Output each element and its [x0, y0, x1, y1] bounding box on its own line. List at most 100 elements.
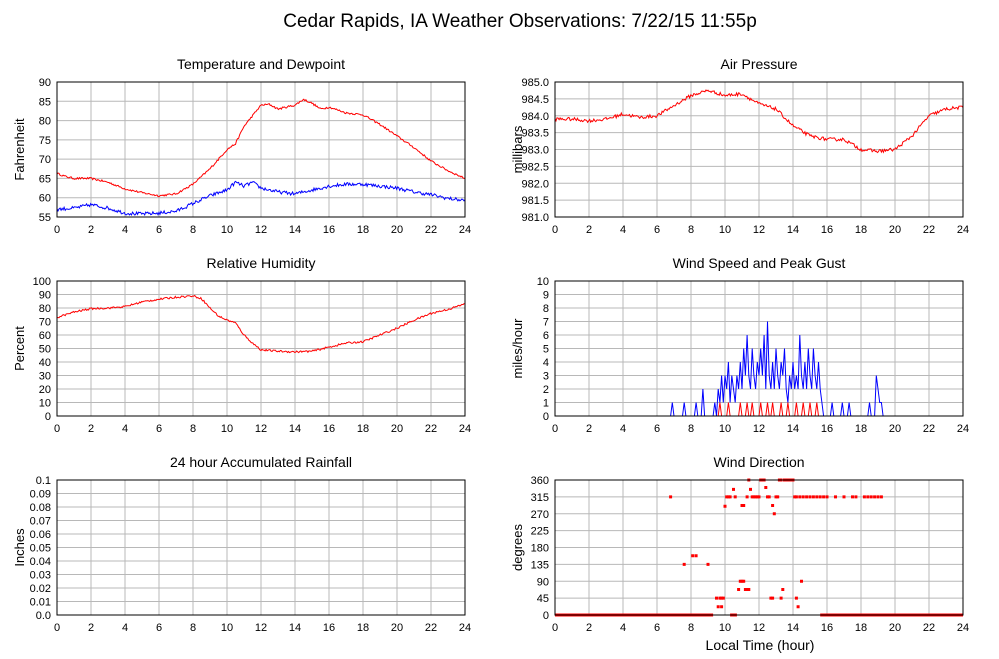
- x-tick-label: 2: [88, 622, 94, 634]
- y-tick-label: 55: [39, 212, 51, 224]
- plot-frame: [554, 280, 964, 417]
- x-tick-label: 14: [289, 423, 301, 435]
- scatter-point: [732, 487, 735, 491]
- scatter-point: [822, 495, 826, 499]
- scatter-point: [691, 554, 695, 558]
- y-tick-label: 60: [39, 330, 51, 342]
- x-tick-label: 18: [357, 224, 369, 236]
- x-tick-label: 22: [425, 224, 437, 236]
- x-tick-label: 16: [821, 224, 833, 236]
- x-tick-label: 12: [255, 224, 267, 236]
- scatter-point: [776, 495, 780, 499]
- x-tick-label: 22: [923, 622, 935, 634]
- scatter-point: [805, 495, 809, 499]
- x-tick-label: 2: [586, 622, 592, 634]
- x-tick-label: 4: [122, 224, 128, 236]
- y-axis-label: Percent: [12, 326, 27, 371]
- scatter-point: [796, 605, 800, 609]
- series-line-red: [554, 89, 964, 154]
- x-tick-label: 10: [719, 224, 731, 236]
- scatter-point: [706, 562, 710, 566]
- plot-frame: [554, 81, 964, 218]
- y-tick-label: 0.09: [30, 489, 51, 501]
- page-title: Cedar Rapids, IA Weather Observations: 7…: [283, 11, 757, 32]
- scatter-point: [738, 579, 742, 583]
- scatter-point: [726, 495, 730, 499]
- y-tick-label: 0: [543, 610, 549, 622]
- y-tick-label: 982.5: [521, 161, 549, 173]
- scatter-point: [774, 495, 778, 499]
- scatter-point: [866, 495, 870, 499]
- y-tick-label: 30: [39, 371, 51, 383]
- x-tick-label: 0: [552, 423, 558, 435]
- scatter-point: [715, 596, 718, 600]
- x-tick-label: 2: [88, 423, 94, 435]
- scatter-point: [794, 495, 798, 499]
- scatter-point: [723, 504, 727, 508]
- scatter-point: [716, 605, 720, 609]
- x-tick-label: 22: [425, 423, 437, 435]
- scatter-point: [862, 495, 866, 499]
- x-tick-label: 2: [586, 423, 592, 435]
- x-tick-label: 10: [719, 423, 731, 435]
- scatter-point: [733, 495, 737, 499]
- x-tick-label: 16: [821, 423, 833, 435]
- x-tick-label: 6: [156, 622, 162, 634]
- y-tick-label: 982.0: [521, 178, 549, 190]
- x-tick-label: 12: [255, 423, 267, 435]
- scatter-point: [740, 504, 744, 507]
- x-tick-label: 16: [821, 622, 833, 634]
- y-tick-label: 100: [33, 276, 51, 288]
- x-tick-label: 10: [221, 423, 233, 435]
- scatter-point: [781, 588, 785, 591]
- x-tick-label: 2: [88, 224, 94, 236]
- scatter-point: [767, 495, 771, 499]
- y-tick-label: 270: [531, 509, 549, 521]
- y-axis-label: Fahrenheit: [12, 118, 27, 181]
- y-tick-label: 0.02: [30, 583, 51, 595]
- y-tick-label: 9: [543, 290, 549, 302]
- y-tick-label: 3: [543, 371, 549, 383]
- scatter-point: [825, 495, 829, 499]
- x-tick-label: 24: [459, 423, 471, 435]
- scatter-point: [769, 596, 773, 600]
- y-tick-label: 50: [39, 344, 51, 356]
- chart-title: Wind Direction: [713, 454, 804, 470]
- y-tick-label: 75: [39, 135, 51, 147]
- y-tick-label: 0.08: [30, 502, 51, 514]
- x-tick-label: 6: [654, 622, 660, 634]
- chart-title: Temperature and Dewpoint: [177, 56, 345, 72]
- scatter-point: [749, 487, 752, 491]
- x-tick-label: 4: [620, 224, 626, 236]
- y-tick-label: 90: [39, 290, 51, 302]
- scatter-point: [842, 495, 846, 499]
- x-tick-label: 18: [855, 423, 867, 435]
- x-tick-label: 20: [889, 622, 901, 634]
- y-tick-label: 65: [39, 173, 51, 185]
- series-line-blue: [56, 180, 466, 216]
- scatter-point: [742, 579, 746, 583]
- x-tick-label: 8: [190, 423, 196, 435]
- y-axis-label: degrees: [510, 524, 525, 571]
- y-axis-label: Inches: [12, 528, 27, 567]
- scatter-point: [728, 495, 732, 499]
- y-tick-label: 10: [537, 276, 549, 288]
- y-axis-label: miles/hour: [510, 318, 525, 379]
- scatter-point: [772, 512, 776, 516]
- y-tick-label: 45: [537, 593, 549, 605]
- scatter-point: [879, 495, 883, 499]
- scatter-point: [876, 495, 880, 499]
- x-tick-label: 14: [289, 622, 301, 634]
- y-tick-label: 1: [543, 398, 549, 410]
- series-line-blue: [555, 321, 963, 417]
- scatter-point: [811, 495, 815, 499]
- x-tick-label: 0: [552, 622, 558, 634]
- x-tick-label: 4: [122, 423, 128, 435]
- scatter-point: [873, 495, 877, 499]
- x-tick-label: 0: [54, 423, 60, 435]
- x-tick-label: 16: [323, 423, 335, 435]
- x-tick-label: 8: [688, 423, 694, 435]
